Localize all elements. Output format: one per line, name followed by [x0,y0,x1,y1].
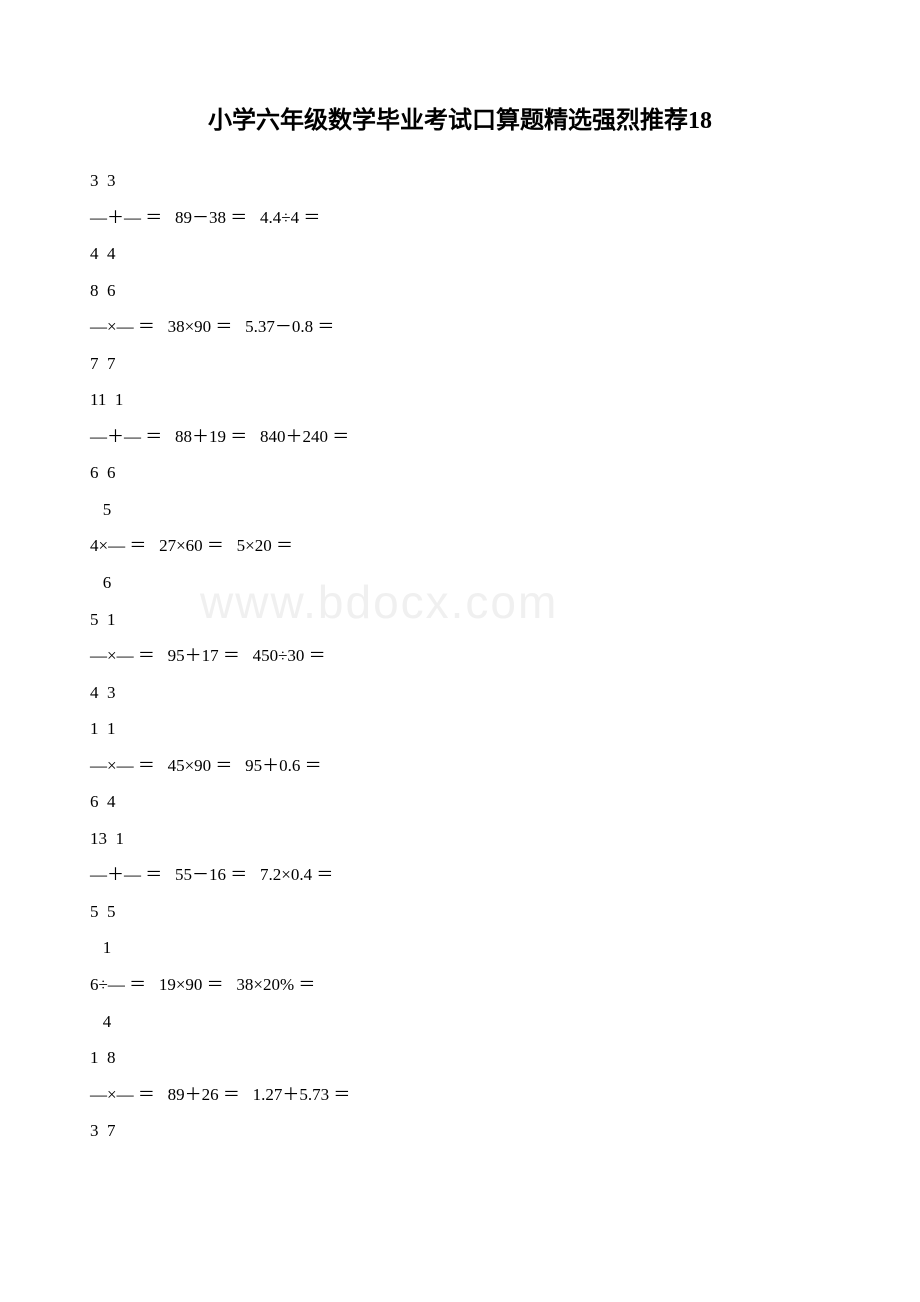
math-line: —＋— ＝ 88＋19 ＝ 840＋240 ＝ [90,419,830,456]
math-line: 8 6 [90,273,830,310]
math-line: —＋— ＝ 89－38 ＝ 4.4÷4 ＝ [90,200,830,237]
math-line: —×— ＝ 45×90 ＝ 95＋0.6 ＝ [90,748,830,785]
math-line: 1 8 [90,1040,830,1077]
math-line: 3 3 [90,163,830,200]
math-line: 6÷— ＝ 19×90 ＝ 38×20% ＝ [90,967,830,1004]
math-line: 4×— ＝ 27×60 ＝ 5×20 ＝ [90,528,830,565]
math-line: 4 4 [90,236,830,273]
math-line: 13 1 [90,821,830,858]
math-line: —×— ＝ 95＋17 ＝ 450÷30 ＝ [90,638,830,675]
math-line: 4 3 [90,675,830,712]
math-line: 3 7 [90,1113,830,1150]
math-line: 7 7 [90,346,830,383]
math-line: 5 [90,492,830,529]
document-content: 小学六年级数学毕业考试口算题精选强烈推荐18 3 3 —＋— ＝ 89－38 ＝… [90,100,830,1150]
math-line: 1 [90,930,830,967]
math-line: 5 1 [90,602,830,639]
math-line: 6 [90,565,830,602]
math-line: —×— ＝ 38×90 ＝ 5.37－0.8 ＝ [90,309,830,346]
math-line: 5 5 [90,894,830,931]
math-line: —＋— ＝ 55－16 ＝ 7.2×0.4 ＝ [90,857,830,894]
page-title: 小学六年级数学毕业考试口算题精选强烈推荐18 [90,100,830,135]
math-line: 6 6 [90,455,830,492]
math-problems-content: 3 3 —＋— ＝ 89－38 ＝ 4.4÷4 ＝ 4 4 8 6 —×— ＝ … [90,163,830,1150]
math-line: 6 4 [90,784,830,821]
math-line: 1 1 [90,711,830,748]
math-line: 11 1 [90,382,830,419]
math-line: —×— ＝ 89＋26 ＝ 1.27＋5.73 ＝ [90,1077,830,1114]
math-line: 4 [90,1004,830,1041]
